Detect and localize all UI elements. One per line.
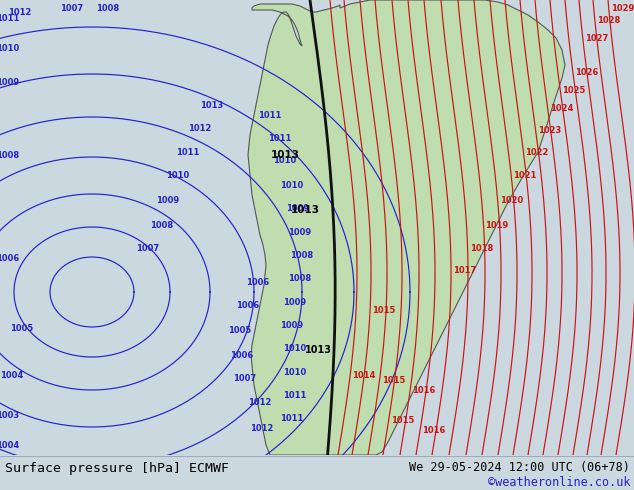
Text: 1012: 1012 xyxy=(249,397,272,407)
Text: 1009: 1009 xyxy=(0,77,20,87)
Text: 1007: 1007 xyxy=(60,3,84,13)
Text: 1008: 1008 xyxy=(290,250,314,260)
Text: 1003: 1003 xyxy=(0,411,20,419)
Text: 1015: 1015 xyxy=(391,416,415,424)
Text: 1012: 1012 xyxy=(250,423,274,433)
Text: 1018: 1018 xyxy=(470,244,493,252)
Text: 1006: 1006 xyxy=(230,350,254,360)
Text: 1013: 1013 xyxy=(304,345,332,355)
Text: 1009: 1009 xyxy=(288,227,311,237)
Text: 1013: 1013 xyxy=(290,205,320,215)
Text: 1028: 1028 xyxy=(597,16,620,24)
Text: 1005: 1005 xyxy=(10,323,34,333)
Text: 1013: 1013 xyxy=(200,100,224,109)
Text: 1006: 1006 xyxy=(236,300,260,310)
Text: 1013: 1013 xyxy=(271,150,299,160)
Text: 1025: 1025 xyxy=(562,85,586,95)
Text: 1019: 1019 xyxy=(486,220,508,229)
Text: 1009: 1009 xyxy=(287,203,309,213)
Text: 1011: 1011 xyxy=(283,391,307,399)
Text: 1022: 1022 xyxy=(526,147,549,156)
Text: 1005: 1005 xyxy=(228,325,252,335)
Text: 1004: 1004 xyxy=(0,441,20,449)
Text: 1009: 1009 xyxy=(157,196,179,204)
Text: 1012: 1012 xyxy=(188,123,212,132)
Text: 1027: 1027 xyxy=(585,33,608,43)
Text: 1010: 1010 xyxy=(280,180,304,190)
Text: 1023: 1023 xyxy=(538,125,561,134)
Text: 1015: 1015 xyxy=(382,375,405,385)
Text: 1006: 1006 xyxy=(0,253,20,263)
Text: 1010: 1010 xyxy=(273,155,297,165)
Text: 1011: 1011 xyxy=(268,133,292,143)
Text: 1004: 1004 xyxy=(1,370,23,379)
Text: 1011: 1011 xyxy=(280,414,304,422)
Polygon shape xyxy=(248,0,565,455)
Text: 1024: 1024 xyxy=(550,103,573,113)
Text: 1010: 1010 xyxy=(283,368,307,376)
Text: Surface pressure [hPa] ECMWF: Surface pressure [hPa] ECMWF xyxy=(5,462,229,475)
Text: 1026: 1026 xyxy=(575,68,598,76)
Text: 1006: 1006 xyxy=(247,277,269,287)
Text: 1015: 1015 xyxy=(372,305,396,315)
Text: 1009: 1009 xyxy=(283,297,307,307)
Text: 1009: 1009 xyxy=(280,320,304,329)
Text: 1010: 1010 xyxy=(0,44,20,52)
Text: 1008: 1008 xyxy=(288,273,311,283)
Text: 1012: 1012 xyxy=(8,7,32,17)
Text: 1011: 1011 xyxy=(258,111,281,120)
Text: We 29-05-2024 12:00 UTC (06+78): We 29-05-2024 12:00 UTC (06+78) xyxy=(409,461,630,474)
Text: 1008: 1008 xyxy=(0,150,20,160)
Text: 1007: 1007 xyxy=(136,244,160,252)
Text: 1010: 1010 xyxy=(283,343,307,352)
Text: 1017: 1017 xyxy=(453,266,476,274)
Text: 1014: 1014 xyxy=(353,370,375,379)
Text: 1011: 1011 xyxy=(0,14,20,23)
Text: 1016: 1016 xyxy=(412,386,436,394)
Text: ©weatheronline.co.uk: ©weatheronline.co.uk xyxy=(488,476,630,489)
Text: 1010: 1010 xyxy=(166,171,190,179)
Text: 1008: 1008 xyxy=(96,3,120,13)
Text: 1007: 1007 xyxy=(233,373,257,383)
Text: 1008: 1008 xyxy=(150,220,174,229)
Text: 1016: 1016 xyxy=(422,425,446,435)
Text: 1021: 1021 xyxy=(513,171,536,179)
Text: 1029: 1029 xyxy=(611,3,634,13)
Text: 1020: 1020 xyxy=(500,196,523,204)
Text: 1011: 1011 xyxy=(176,147,200,156)
